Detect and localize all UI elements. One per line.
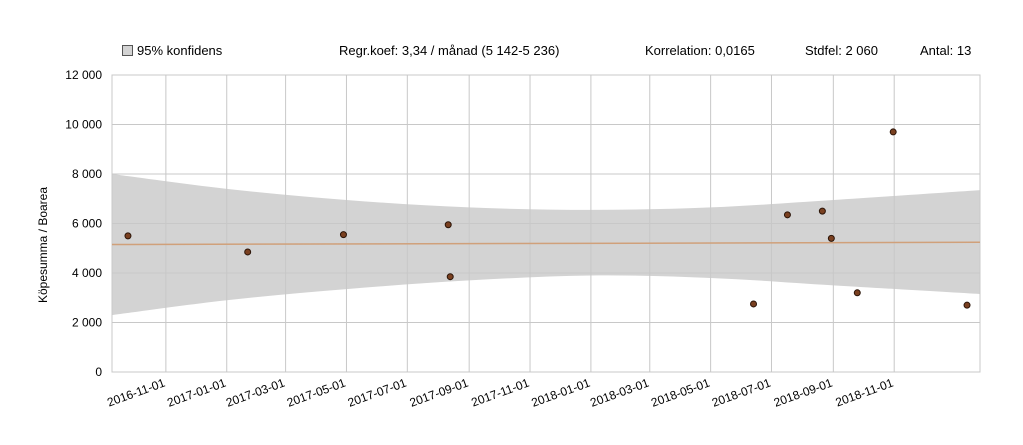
- x-tick-label: 2017-07-01: [346, 376, 409, 410]
- x-tick-label: 2018-03-01: [588, 376, 651, 410]
- data-point: [818, 207, 826, 215]
- y-tick-label: 10 000: [65, 118, 102, 132]
- regression-line: [111, 241, 981, 246]
- x-tick-label: 2017-01-01: [165, 376, 228, 410]
- regression-stat: Regr.koef: 3,34 / månad (5 142-5 236): [339, 43, 560, 58]
- legend-label: 95% konfidens: [137, 43, 223, 58]
- x-tick-label: 2017-03-01: [224, 376, 287, 410]
- y-tick-label: 8 000: [72, 167, 102, 181]
- data-point: [963, 301, 971, 309]
- y-tick-label: 0: [95, 365, 102, 379]
- x-tick-label: 2018-07-01: [710, 376, 773, 410]
- antal-stat: Antal: 13: [920, 43, 972, 58]
- x-tick-label: 2018-01-01: [529, 376, 592, 410]
- plot-frame: [111, 74, 981, 373]
- x-tick-label: 2018-09-01: [772, 376, 835, 410]
- data-point: [783, 211, 791, 219]
- y-tick-label: 4 000: [72, 266, 102, 280]
- x-tick-label: 2018-05-01: [649, 376, 712, 410]
- x-tick-label: 2017-11-01: [469, 376, 531, 410]
- x-tick-label: 2017-05-01: [285, 376, 348, 410]
- data-point: [244, 248, 252, 256]
- x-tick-label: 2017-09-01: [408, 376, 471, 410]
- y-axis-label: Köpesumma / Boarea: [36, 187, 50, 303]
- data-point: [853, 289, 861, 297]
- correlation-stat: Korrelation: 0,0165: [645, 43, 755, 58]
- legend-swatch: [122, 45, 133, 56]
- data-point: [750, 300, 758, 308]
- data-point: [889, 128, 897, 136]
- legend: 95% konfidens: [122, 43, 222, 58]
- stdfel-stat: Stdfel: 2 060: [805, 43, 878, 58]
- data-point: [827, 234, 835, 242]
- y-tick-label: 6 000: [72, 217, 102, 231]
- x-tick-label: 2016-11-01: [105, 376, 167, 410]
- y-tick-label: 2 000: [72, 316, 102, 330]
- confidence-band: [112, 174, 980, 316]
- data-point: [124, 232, 132, 240]
- x-tick-label: 2018-11-01: [834, 376, 896, 410]
- data-point: [446, 273, 454, 281]
- data-point: [444, 221, 452, 229]
- data-point: [339, 231, 347, 239]
- y-tick-label: 12 000: [65, 68, 102, 82]
